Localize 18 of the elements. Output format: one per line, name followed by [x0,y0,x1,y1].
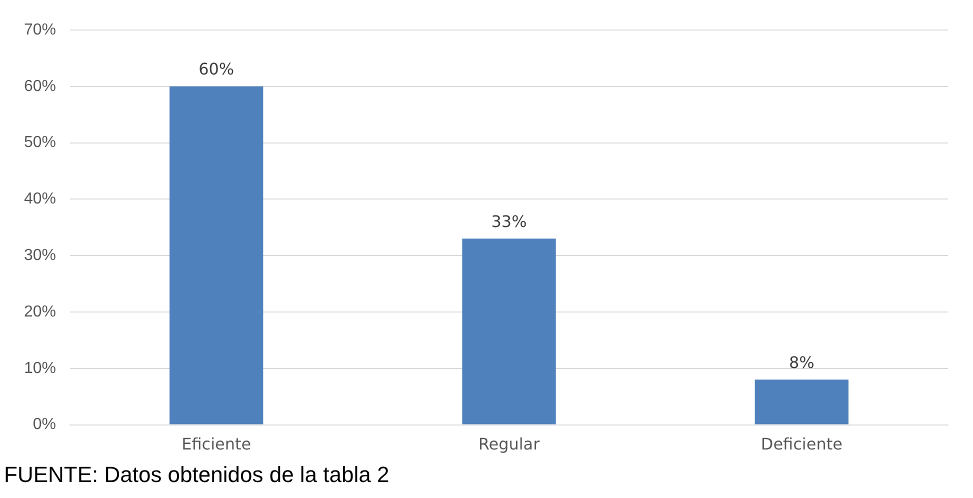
y-tick-label: 30% [24,247,56,264]
bar [170,86,264,424]
source-note: FUENTE: Datos obtenidos de la tabla 2 [4,462,390,488]
y-tick-label: 40% [24,190,56,208]
y-tick-label: 70% [24,21,56,38]
bar [462,238,556,424]
x-tick-label: Deficiente [760,434,842,454]
x-tick-label: Eficiente [182,434,252,454]
y-tick-label: 20% [24,303,56,320]
y-tick-label: 10% [24,360,56,377]
data-label: 33% [491,212,527,231]
y-tick-label: 60% [24,78,56,95]
data-label: 8% [788,352,814,372]
y-tick-label: 0% [32,416,56,434]
y-tick-label: 50% [24,134,56,152]
data-label: 60% [198,60,234,79]
x-tick-label: Regular [478,434,540,454]
bar [754,380,848,424]
